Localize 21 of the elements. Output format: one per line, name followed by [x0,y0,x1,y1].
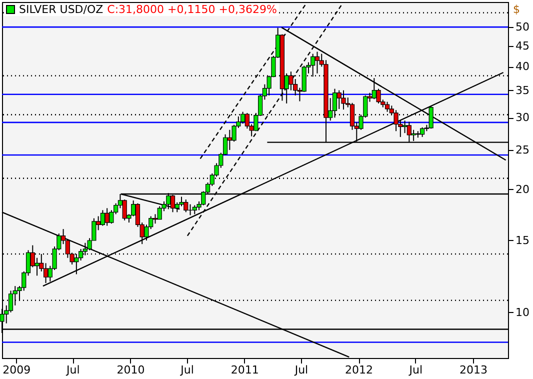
x-tick-label: Jul [408,364,423,376]
y-tick-label: 35 [516,84,530,97]
x-tick-label: 2012 [345,364,374,376]
y-tick-label: 10 [516,306,530,319]
chart-title: SILVER USD/OZ [19,3,104,16]
y-axis-title: $ [513,3,520,16]
x-tick-label: 2009 [2,364,31,376]
y-tick-label: 40 [516,60,530,74]
x-tick-label: 2010 [116,364,145,376]
y-tick-label: 15 [516,234,530,247]
y-tick-label: 50 [516,20,530,34]
x-tick-label: 2011 [230,364,259,376]
x-tick-label: 2013 [459,364,488,376]
y-tick-label: 20 [516,183,530,196]
y-tick-label: 30 [516,111,530,124]
y-tick-label: 45 [516,39,530,52]
x-tick-label: Jul [66,364,80,376]
chart-subtitle: C:31,8000 +0,1150 +0,3629% [107,3,277,16]
x-tick-label: Jul [180,364,194,376]
y-tick-label: 25 [516,143,530,156]
x-tick-label: Jul [294,364,308,376]
